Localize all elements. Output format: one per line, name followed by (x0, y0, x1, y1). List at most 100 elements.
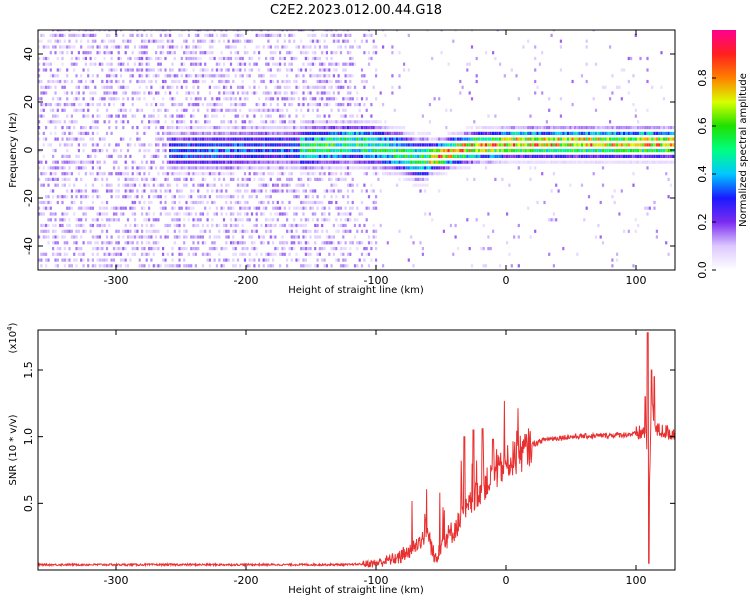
heatmap-cell (290, 120, 293, 124)
heatmap-cell (311, 56, 314, 61)
heatmap-cell (124, 166, 127, 170)
heatmap-cell (447, 137, 450, 141)
heatmap-cell (148, 79, 151, 84)
heatmap-cell (597, 137, 600, 141)
heatmap-cell (185, 126, 188, 130)
heatmap-cell (262, 143, 265, 147)
heatmap-cell (531, 126, 534, 130)
heatmap-cell (272, 143, 275, 147)
heatmap-cell (321, 223, 324, 228)
heatmap-cell (197, 39, 200, 43)
heatmap-cell (641, 143, 644, 147)
heatmap-cell (258, 131, 261, 135)
heatmap-cell (323, 189, 326, 193)
heatmap-cell (138, 79, 141, 84)
heatmap-cell (87, 206, 90, 210)
heatmap-cell (68, 183, 71, 187)
heatmap-cell (323, 143, 326, 147)
heatmap-cell (220, 30, 223, 32)
heatmap-cell (122, 33, 125, 37)
heatmap-cell (375, 200, 378, 205)
heatmap-cell (304, 235, 307, 239)
heatmap-cell (304, 252, 307, 256)
heatmap-cell (309, 120, 312, 124)
heatmap-cell (513, 154, 516, 158)
heatmap-cell (665, 160, 668, 164)
x-tick-label: -300 (104, 274, 129, 287)
heatmap-cell (204, 97, 207, 101)
heatmap-cell (482, 149, 485, 153)
heatmap-cell (576, 149, 579, 153)
heatmap-cell (152, 154, 155, 158)
heatmap-cell (318, 160, 321, 164)
heatmap-cell (272, 241, 275, 245)
heatmap-cell (349, 252, 352, 256)
heatmap-cell (482, 126, 485, 130)
heatmap-cell (129, 177, 132, 181)
heatmap-cell (241, 137, 244, 141)
heatmap-cell (351, 62, 354, 66)
heatmap-cell (646, 206, 649, 210)
heatmap-cell (501, 160, 504, 164)
heatmap-cell (84, 62, 87, 66)
heatmap-cell (143, 154, 146, 158)
heatmap-cell (77, 206, 80, 210)
heatmap-cell (234, 30, 237, 32)
heatmap-cell (159, 235, 162, 239)
heatmap-cell (658, 137, 661, 141)
heatmap-cell (63, 131, 66, 135)
heatmap-cell (288, 229, 291, 233)
heatmap-cell (496, 160, 499, 164)
heatmap-cell (68, 206, 71, 210)
heatmap-cell (178, 264, 181, 268)
heatmap-cell (323, 212, 326, 216)
heatmap-cell (253, 229, 256, 233)
heatmap-cell (293, 235, 296, 239)
heatmap-cell (634, 114, 637, 118)
heatmap-cell (335, 68, 338, 72)
heatmap-cell (358, 108, 361, 112)
heatmap-cell (148, 74, 151, 78)
heatmap-cell (262, 45, 265, 49)
heatmap-cell (96, 258, 99, 262)
heatmap-cell (552, 131, 555, 135)
heatmap-cell (480, 126, 483, 130)
heatmap-cell (145, 177, 148, 181)
heatmap-cell (269, 74, 272, 78)
heatmap-cell (332, 120, 335, 124)
heatmap-cell (187, 56, 190, 61)
heatmap-cell (265, 218, 268, 222)
heatmap-cell (265, 229, 268, 233)
heatmap-cell (370, 241, 373, 245)
heatmap-cell (314, 30, 317, 32)
heatmap-cell (66, 68, 69, 72)
heatmap-cell (206, 126, 209, 130)
heatmap-cell (171, 247, 174, 251)
heatmap-cell (337, 229, 340, 233)
heatmap-cell (644, 143, 647, 147)
heatmap-cell (445, 154, 448, 158)
heatmap-cell (311, 149, 314, 153)
heatmap-cell (176, 114, 179, 118)
heatmap-cell (569, 160, 572, 164)
heatmap-cell (126, 218, 130, 222)
heatmap-cell (534, 56, 537, 61)
heatmap-cell (197, 62, 200, 66)
heatmap-cell (279, 56, 282, 61)
heatmap-cell (349, 149, 352, 153)
heatmap-cell (138, 143, 141, 147)
heatmap-cell (103, 160, 106, 164)
heatmap-cell (410, 149, 413, 153)
heatmap-cell (171, 137, 174, 141)
heatmap-cell (501, 149, 504, 153)
heatmap-cell (199, 45, 202, 49)
heatmap-cell (407, 131, 410, 135)
heatmap-cell (105, 241, 109, 245)
heatmap-cell (269, 223, 272, 228)
heatmap-cell (94, 189, 97, 193)
heatmap-cell (148, 114, 151, 118)
heatmap-cell (297, 85, 300, 89)
heatmap-cell (339, 218, 343, 222)
heatmap-cell (414, 172, 417, 176)
heatmap-cell (360, 160, 364, 164)
